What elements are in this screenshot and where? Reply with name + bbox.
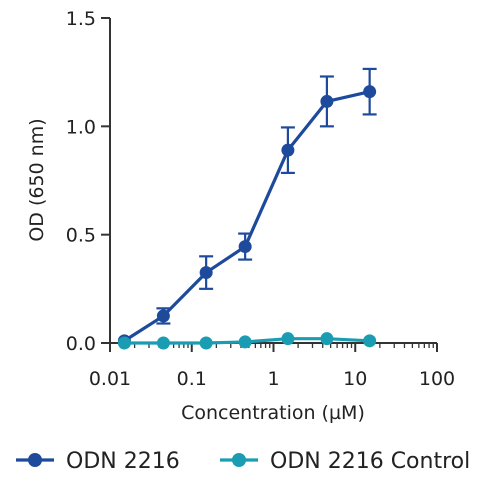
- data-point: [199, 266, 213, 280]
- data-point: [363, 85, 377, 99]
- x-tick-label: 100: [419, 368, 455, 390]
- data-point: [156, 309, 170, 323]
- x-tick-label: 10: [343, 368, 367, 390]
- y-tick-label: 1.5: [66, 8, 96, 30]
- legend-item-0: ODN 2216: [16, 449, 180, 474]
- y-tick-label: 0.0: [66, 333, 96, 355]
- data-point: [117, 336, 131, 350]
- data-point: [281, 332, 295, 346]
- y-axis-label: OD (650 nm): [26, 118, 48, 241]
- legend-item-1: ODN 2216 Control: [220, 449, 470, 474]
- x-tick-label: 1: [267, 368, 279, 390]
- data-point: [363, 334, 377, 348]
- data-point: [320, 94, 334, 108]
- x-tick-label: 0.1: [177, 368, 207, 390]
- y-tick-label: 1.0: [66, 116, 96, 138]
- x-axis-label: Concentration (µM): [181, 402, 365, 424]
- series-line-0: [123, 90, 371, 343]
- legend-label: ODN 2216 Control: [270, 449, 470, 474]
- ticks: 0.0 0.5 1.0 1.5 0.01 0.1 1 10 100: [66, 8, 455, 390]
- data-point: [238, 335, 252, 349]
- legend-label: ODN 2216: [66, 449, 180, 474]
- data-point: [238, 240, 252, 254]
- data-point: [281, 143, 295, 157]
- legend-swatch-marker: [28, 453, 42, 467]
- series: [117, 67, 377, 350]
- legend: ODN 2216 ODN 2216 Control: [16, 449, 470, 474]
- data-point: [156, 336, 170, 350]
- data-point: [199, 336, 213, 350]
- x-tick-label: 0.01: [89, 368, 131, 390]
- y-tick-label: 0.5: [66, 225, 96, 247]
- legend-swatch-marker: [232, 453, 246, 467]
- data-point: [320, 332, 334, 346]
